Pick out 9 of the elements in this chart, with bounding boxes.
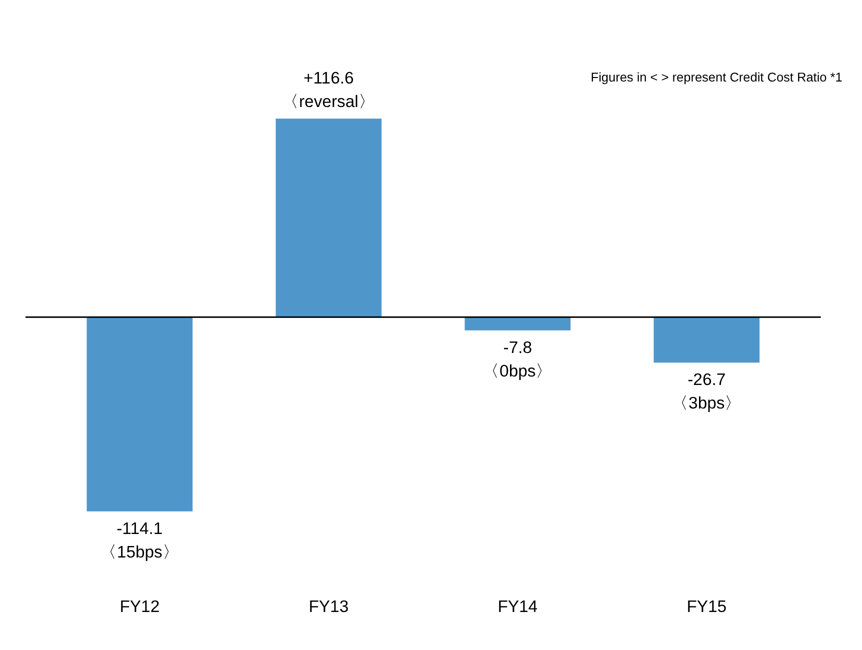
x-tick-label: FY13 — [308, 596, 349, 616]
text: Figures in < > represent Credit Cost Ratio *1 — [590, 69, 842, 84]
x-tick-label: FY14 — [498, 596, 538, 616]
x-tick-label: FY12 — [120, 596, 160, 616]
data-label: +116.6 〈reversal〉 — [282, 68, 376, 111]
data-label: -7.8 〈0bps〉 — [482, 338, 553, 381]
x-tick-label: FY15 — [686, 596, 727, 616]
data-label: -114.1 〈15bps〉 — [100, 518, 180, 562]
data-label: -26.7 〈3bps〉 — [672, 370, 742, 413]
